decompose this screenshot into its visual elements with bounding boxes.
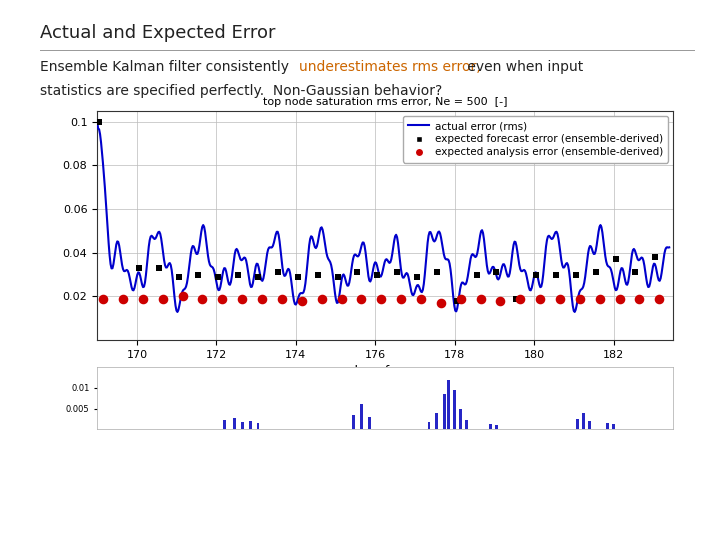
Point [332, 273, 343, 281]
Point [316, 294, 328, 303]
Point [634, 294, 645, 303]
Point [212, 273, 224, 281]
Point [415, 294, 427, 303]
Point [554, 294, 566, 303]
Bar [447, 380, 450, 429]
Point [411, 273, 423, 281]
Point [351, 268, 363, 277]
Bar [588, 421, 591, 429]
Text: Actual and Expected Error: Actual and Expected Error [40, 24, 275, 42]
Bar [444, 394, 446, 429]
Point [173, 273, 184, 281]
Bar [489, 424, 492, 429]
Point [276, 294, 288, 303]
Bar [465, 420, 468, 429]
Point [312, 271, 323, 279]
Point [97, 294, 109, 303]
Point [570, 271, 582, 279]
Text: underestimates rms error,: underestimates rms error, [299, 59, 480, 73]
Point [193, 271, 204, 279]
Text: statistics are specified perfectly.  Non-Gaussian behavior?: statistics are specified perfectly. Non-… [40, 84, 442, 98]
Point [157, 294, 168, 303]
Point [654, 294, 665, 303]
Point [531, 271, 542, 279]
Point [236, 294, 248, 303]
Bar [436, 413, 438, 429]
Point [256, 294, 268, 303]
Point [594, 294, 606, 303]
Title: top node saturation rms error, Ne = 500  [-]: top node saturation rms error, Ne = 500 … [263, 97, 508, 107]
Point [490, 268, 502, 277]
Point [435, 299, 446, 307]
Point [550, 271, 562, 279]
Point [133, 264, 145, 272]
Point [630, 268, 642, 277]
Bar [459, 409, 462, 429]
Point [153, 264, 165, 272]
Bar [360, 404, 363, 429]
Point [392, 268, 403, 277]
Legend: actual error (rms), expected forecast error (ensemble-derived), expected analysi: actual error (rms), expected forecast er… [403, 116, 668, 163]
Point [197, 294, 208, 303]
Point [375, 294, 387, 303]
Point [177, 292, 189, 301]
Point [217, 294, 228, 303]
Point [614, 294, 626, 303]
Point [372, 271, 383, 279]
Point [455, 294, 467, 303]
Point [395, 294, 407, 303]
Text: even when input: even when input [463, 59, 583, 73]
Bar [352, 415, 355, 429]
Point [356, 294, 367, 303]
X-axis label: day of year: day of year [350, 366, 420, 379]
Bar [248, 421, 251, 429]
Point [272, 268, 284, 277]
Point [515, 294, 526, 303]
Point [474, 294, 486, 303]
Point [451, 296, 462, 305]
Point [431, 268, 443, 277]
Bar [577, 419, 580, 429]
Bar [612, 424, 615, 429]
Bar [606, 423, 609, 429]
Bar [223, 420, 225, 429]
Point [495, 296, 506, 305]
Text: Ensemble Kalman filter consistently: Ensemble Kalman filter consistently [40, 59, 293, 73]
Point [336, 294, 347, 303]
Bar [582, 413, 585, 429]
Bar [240, 422, 243, 429]
Point [534, 294, 546, 303]
Bar [233, 418, 235, 429]
Point [296, 296, 307, 305]
Bar [454, 390, 456, 429]
Point [574, 294, 585, 303]
Bar [428, 422, 431, 429]
Point [292, 273, 304, 281]
Bar [495, 425, 498, 429]
Point [510, 294, 522, 303]
Bar [368, 417, 371, 429]
Point [94, 117, 105, 126]
Point [471, 271, 482, 279]
Point [610, 255, 621, 264]
Point [117, 294, 129, 303]
Point [590, 268, 601, 277]
Point [649, 253, 661, 261]
Point [137, 294, 148, 303]
Point [252, 273, 264, 281]
Point [233, 271, 244, 279]
Bar [257, 423, 259, 429]
